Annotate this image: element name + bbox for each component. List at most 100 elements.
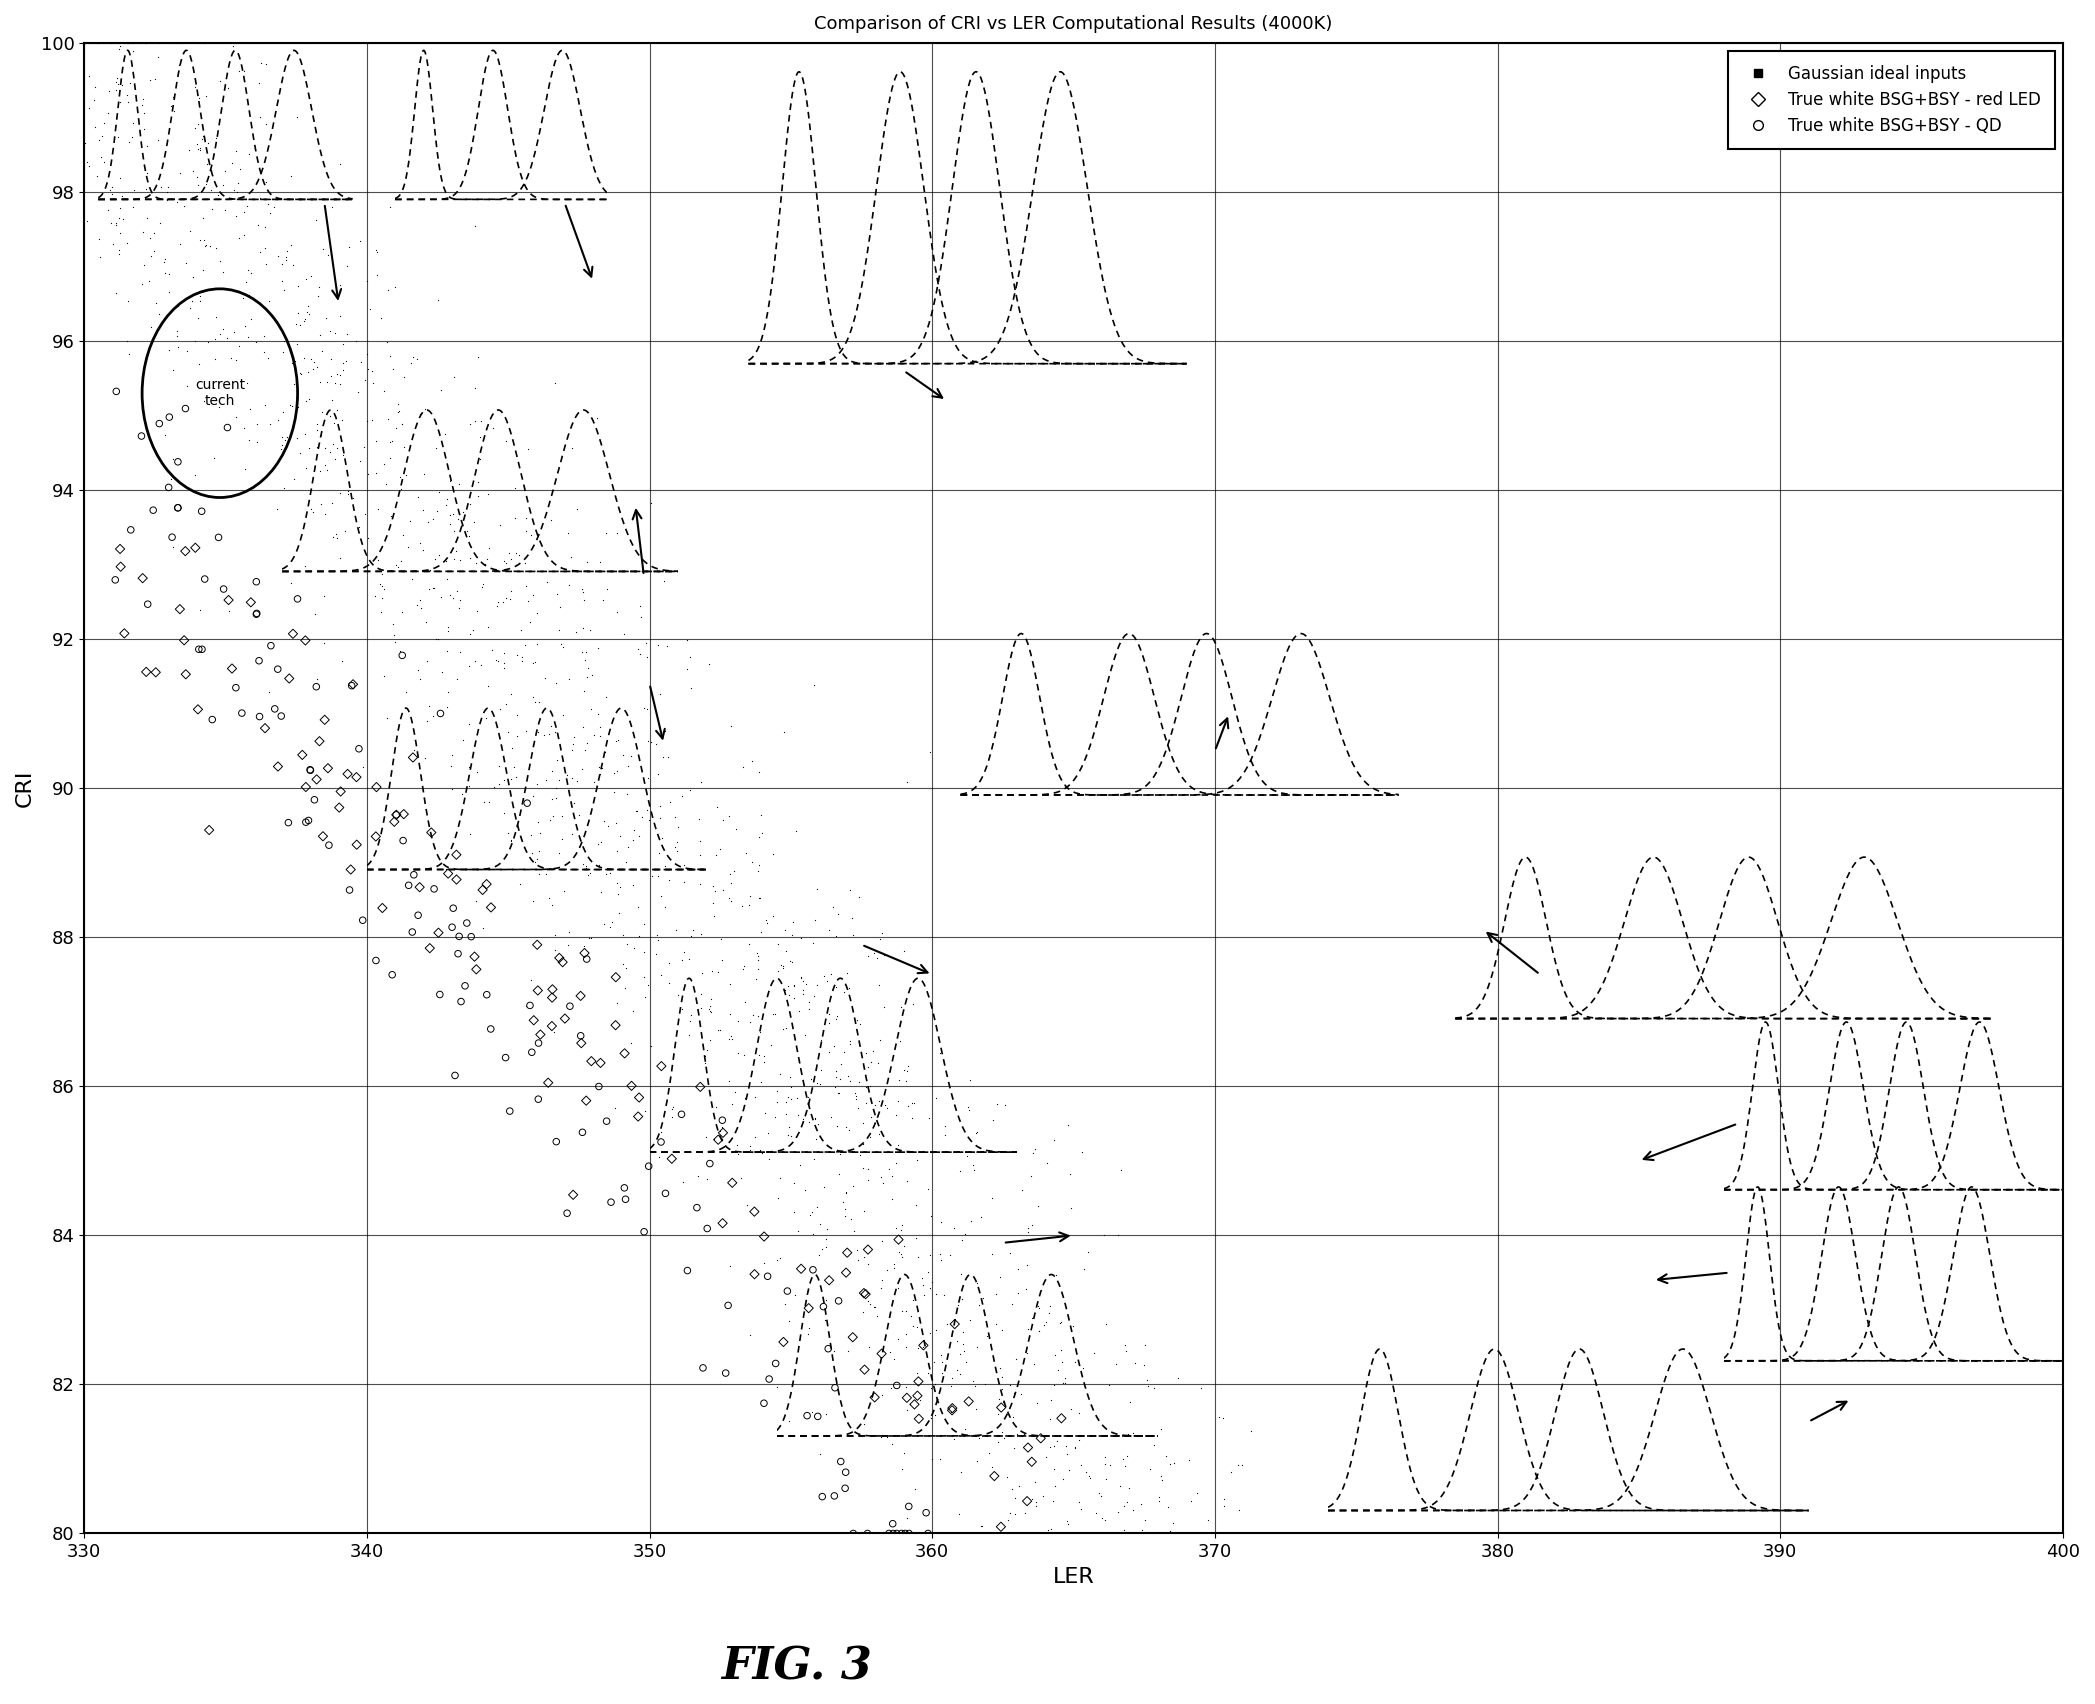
Point: [494, 578, 528, 605]
Point: [1133, 1455, 1167, 1482]
Point: [1033, 1406, 1066, 1433]
Point: [635, 489, 668, 516]
Point: [645, 1053, 679, 1080]
Point: [1102, 1222, 1135, 1249]
Point: [652, 743, 685, 770]
Point: [683, 1074, 716, 1101]
Point: [354, 295, 388, 322]
Point: [96, 29, 130, 56]
Point: [878, 1251, 911, 1278]
Point: [1200, 1520, 1234, 1547]
Point: [71, 63, 105, 90]
Point: [830, 1459, 863, 1486]
Point: [1066, 1355, 1100, 1382]
Point: [842, 1142, 876, 1169]
Point: [641, 927, 675, 954]
Point: [1171, 1520, 1205, 1547]
Point: [337, 671, 371, 699]
Point: [846, 1198, 880, 1225]
Point: [1108, 1452, 1142, 1479]
Point: [721, 1039, 754, 1067]
Point: [1001, 1472, 1035, 1500]
Point: [1175, 1520, 1209, 1547]
Point: [681, 1162, 714, 1189]
Point: [557, 791, 591, 818]
Point: [421, 918, 455, 946]
Point: [1148, 1442, 1182, 1469]
Point: [846, 1244, 880, 1271]
Point: [1043, 1309, 1077, 1336]
Point: [197, 325, 230, 353]
Point: [832, 975, 865, 1002]
Point: [111, 29, 145, 56]
Point: [639, 941, 672, 968]
Point: [189, 82, 222, 109]
Point: [138, 66, 172, 94]
Point: [983, 1263, 1016, 1290]
Point: [1033, 1433, 1066, 1460]
Point: [643, 792, 677, 820]
Point: [574, 1048, 608, 1075]
Point: [469, 871, 503, 898]
Point: [828, 1039, 861, 1067]
Point: [316, 523, 350, 550]
Point: [834, 876, 867, 903]
Point: [222, 58, 256, 85]
Point: [159, 189, 193, 216]
Point: [1142, 1520, 1175, 1547]
Point: [453, 753, 486, 780]
Point: [993, 1241, 1027, 1268]
Point: [323, 794, 356, 821]
Point: [318, 370, 352, 397]
Point: [241, 428, 274, 455]
Point: [649, 852, 683, 879]
Point: [568, 579, 601, 607]
Point: [557, 724, 591, 751]
Point: [103, 220, 136, 247]
Point: [541, 579, 574, 607]
Point: [1133, 1520, 1167, 1547]
Point: [895, 1104, 928, 1131]
Point: [149, 245, 182, 273]
Point: [700, 794, 733, 821]
Point: [429, 547, 463, 574]
Point: [1018, 1489, 1052, 1517]
Point: [325, 777, 358, 804]
Point: [742, 857, 775, 884]
Point: [985, 1418, 1018, 1445]
Point: [861, 1302, 895, 1329]
Point: [1098, 1520, 1131, 1547]
Point: [788, 1177, 821, 1205]
Point: [666, 867, 700, 895]
Point: [444, 586, 478, 613]
Point: [522, 845, 555, 872]
Point: [834, 1028, 867, 1055]
Point: [212, 586, 245, 613]
Point: [1211, 1520, 1244, 1547]
Point: [243, 70, 277, 97]
Point: [90, 99, 124, 126]
Point: [168, 537, 201, 564]
Point: [1089, 1506, 1123, 1534]
Point: [748, 907, 781, 934]
Point: [404, 595, 438, 622]
Point: [1058, 1433, 1091, 1460]
Point: [304, 457, 337, 484]
Point: [101, 279, 134, 307]
Point: [522, 976, 555, 1004]
Point: [662, 813, 696, 840]
Point: [874, 1338, 907, 1365]
Point: [972, 1440, 1006, 1467]
Point: [1234, 1520, 1267, 1547]
Point: [1152, 1520, 1186, 1547]
Point: [570, 1087, 603, 1114]
Point: [126, 92, 159, 119]
Point: [943, 1157, 976, 1184]
Point: [731, 1191, 765, 1218]
Point: [402, 484, 436, 511]
Point: [1117, 1520, 1150, 1547]
Point: [132, 591, 166, 619]
Point: [631, 796, 664, 823]
Point: [182, 596, 216, 624]
Point: [1104, 1472, 1138, 1500]
